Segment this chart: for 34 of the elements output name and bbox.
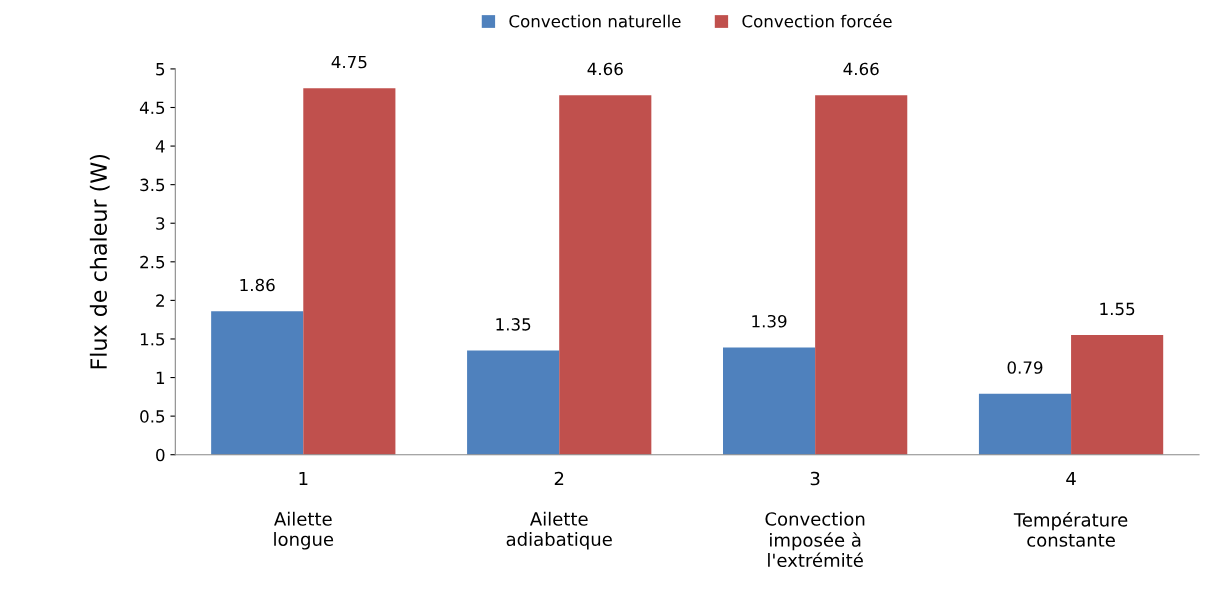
bar	[723, 347, 816, 455]
bar	[467, 350, 560, 455]
y-tick-label: 3.5	[140, 178, 165, 192]
y-tick-label: 2	[156, 294, 164, 307]
y-tick-label: 1	[156, 371, 165, 384]
data-label: 4.66	[843, 62, 879, 76]
data-label: 1.55	[1100, 302, 1135, 316]
data-label: 0.79	[1007, 361, 1043, 374]
y-tick-label: 1.5	[140, 333, 165, 346]
bar	[978, 393, 1072, 455]
category-label: 1 Ailette longue	[274, 471, 334, 550]
category-label: 4 Température constante	[1013, 471, 1128, 547]
data-label: 1.86	[240, 278, 275, 292]
bar	[211, 311, 304, 455]
y-tick-label: 4	[155, 140, 165, 153]
y-tick-label: 2.5	[140, 255, 165, 269]
y-tick-label: 5	[156, 63, 165, 76]
data-label: 4.75	[331, 55, 367, 69]
category-label: 2 Ailette adiabatique	[506, 471, 612, 550]
y-tick-label: 0.5	[140, 410, 165, 423]
y-tick-label: 0	[156, 448, 165, 462]
bar	[303, 88, 396, 455]
bar	[1071, 335, 1164, 455]
bar	[815, 95, 908, 455]
y-tick-label: 4.5	[139, 101, 165, 115]
legend-label: Convection forcée	[742, 13, 892, 28]
data-label: 4.66	[587, 62, 623, 76]
y-axis-title: Flux de chaleur (W)	[89, 154, 110, 369]
data-label: 1.35	[496, 318, 531, 331]
bar	[559, 95, 652, 455]
data-label: 1.39	[752, 314, 787, 328]
category-label: 3 Convection imposée à l'extrémité	[765, 471, 865, 568]
legend-label: Convection naturelle	[509, 14, 681, 28]
y-tick-label: 3	[156, 217, 165, 230]
